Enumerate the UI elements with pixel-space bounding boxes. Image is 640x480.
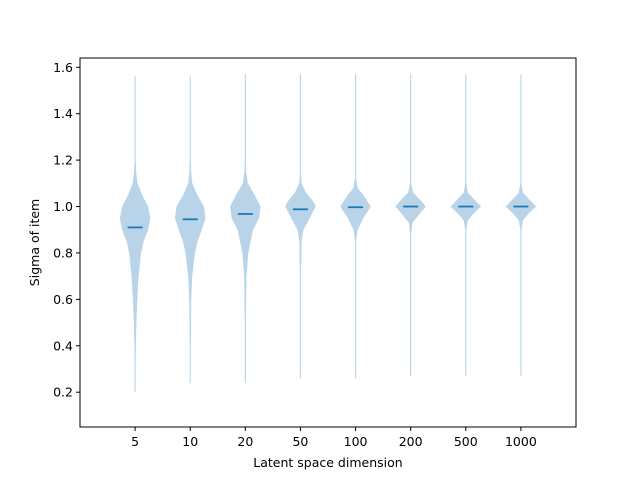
y-tick-label: 1.4 [53,106,73,121]
x-tick-label-5: 5 [131,434,139,449]
y-tick-label: 0.8 [53,245,73,260]
y-tick-label: 1.2 [53,153,73,168]
y-tick-label: 0.2 [53,385,73,400]
violin-1000 [505,74,537,377]
x-tick-label-100: 100 [344,434,368,449]
y-tick-label: 1.6 [53,60,73,75]
y-axis-ticks: 0.2 0.4 0.6 0.8 1.0 1.2 1.4 1.6 [53,60,80,400]
violin-series [119,74,537,393]
x-axis-ticks: 5 10 20 50 100 200 500 1000 [131,427,537,449]
x-tick-label-1000: 1000 [505,434,537,449]
x-tick-label-10: 10 [182,434,198,449]
violin-20 [230,74,261,384]
plot-area-frame [79,57,577,428]
x-tick-label-20: 20 [237,434,253,449]
violin-5 [119,76,151,393]
violin-10 [174,76,206,384]
y-tick-label: 0.4 [53,338,73,353]
x-tick-label-500: 500 [454,434,478,449]
y-axis-label: Sigma of item [27,199,42,286]
x-tick-label-200: 200 [399,434,423,449]
x-axis-label: Latent space dimension [253,455,402,470]
violin-200 [395,74,427,377]
y-tick-label: 0.6 [53,292,73,307]
x-tick-label-50: 50 [292,434,308,449]
median-markers [127,205,529,229]
y-tick-label: 1.0 [53,199,73,214]
violin-500 [450,74,482,377]
violin-50 [285,74,316,379]
violin-100 [340,74,371,379]
